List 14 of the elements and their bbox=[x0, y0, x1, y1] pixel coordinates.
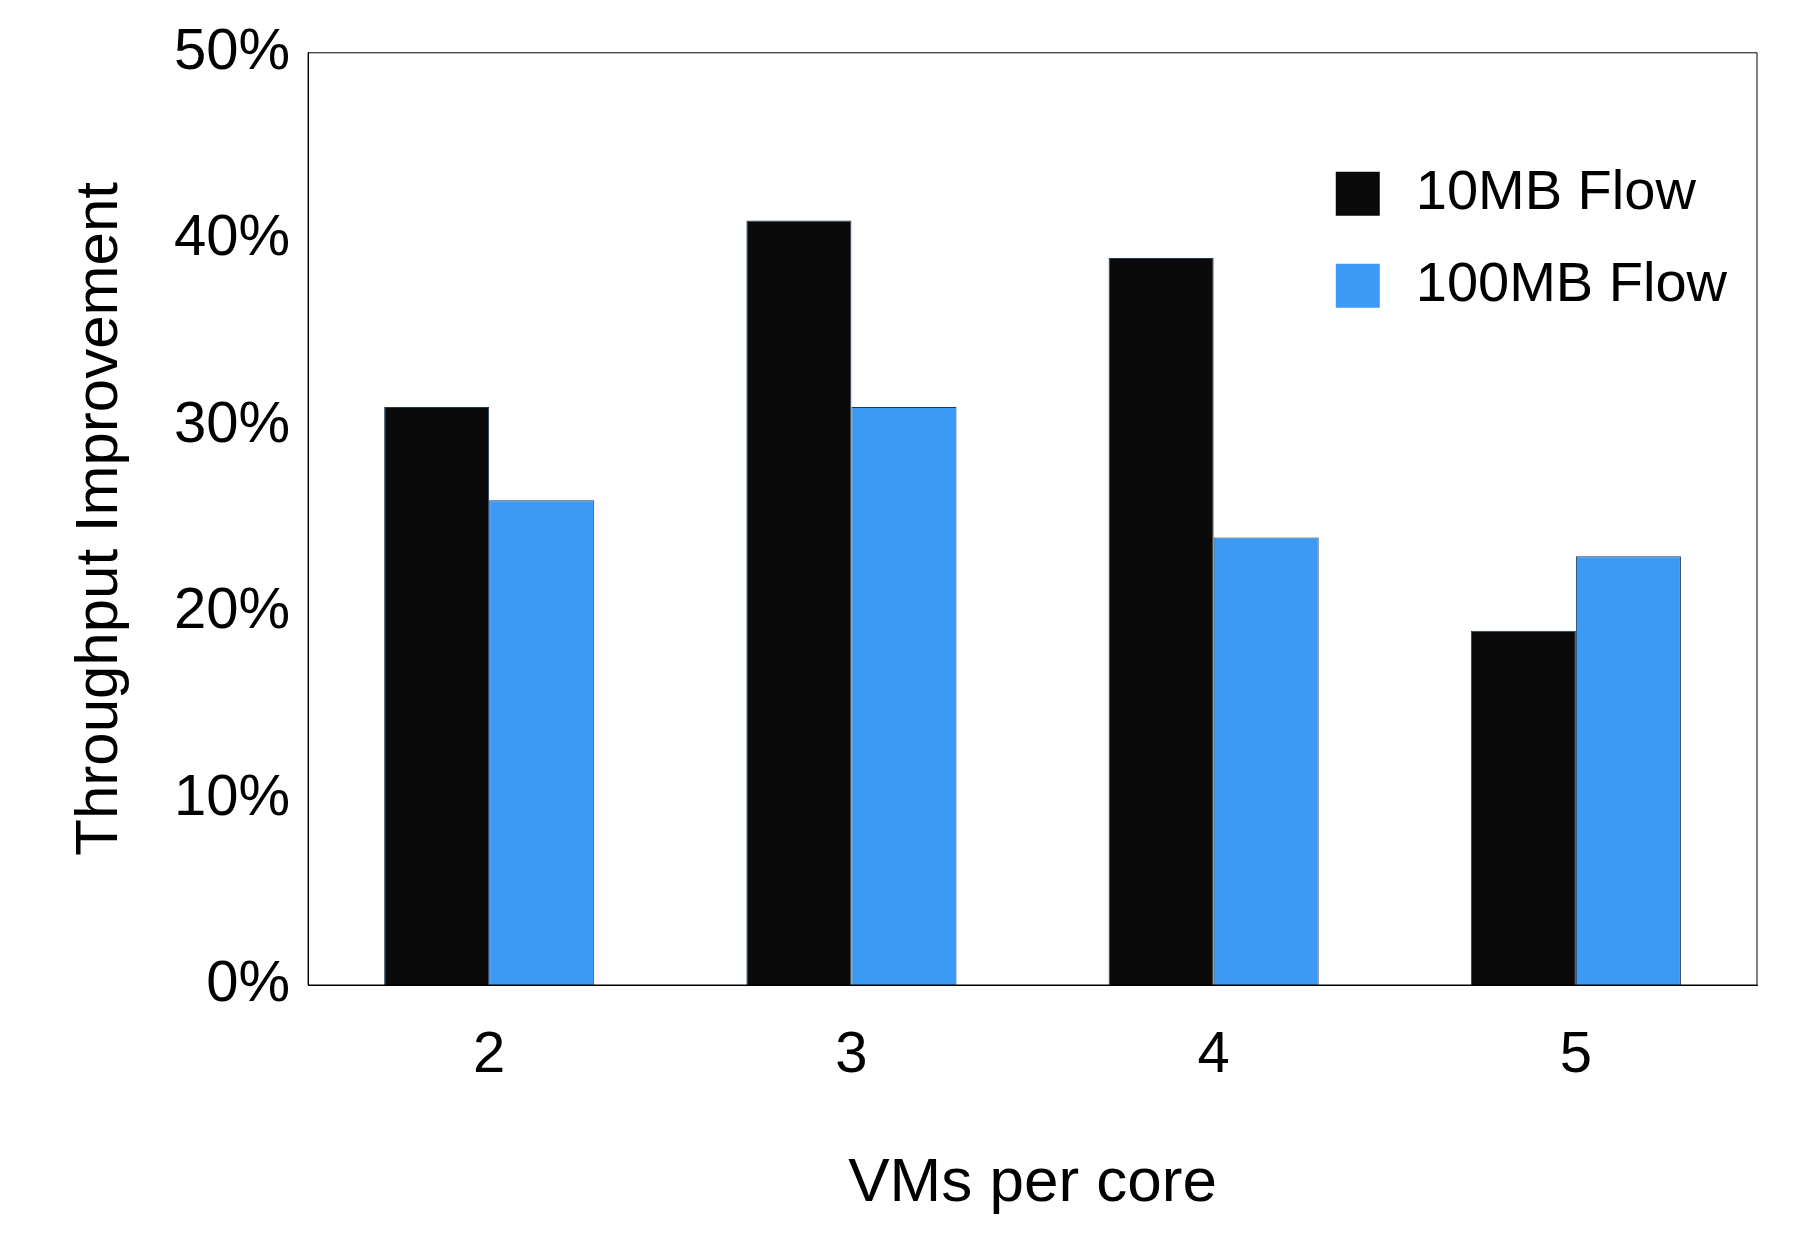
x-tick-label: 3 bbox=[835, 1018, 868, 1084]
y-tick-label: 20% bbox=[173, 575, 291, 641]
y-tick-label: 10% bbox=[173, 761, 291, 827]
x-tick-label: 2 bbox=[473, 1018, 506, 1084]
x-tick-label: 4 bbox=[1197, 1018, 1230, 1084]
y-tick-label: 40% bbox=[173, 202, 291, 268]
y-tick-label: 30% bbox=[173, 388, 291, 454]
legend-label: 10MB Flow bbox=[1415, 158, 1697, 222]
legend-label: 100MB Flow bbox=[1415, 250, 1728, 314]
x-tick-label: 5 bbox=[1559, 1018, 1593, 1084]
y-tick-label: 0% bbox=[206, 948, 291, 1013]
y-axis-title: Throughput Improvement bbox=[62, 181, 130, 856]
y-tick-label: 50% bbox=[173, 15, 291, 81]
x-axis-title: VMs per core bbox=[848, 1144, 1217, 1214]
